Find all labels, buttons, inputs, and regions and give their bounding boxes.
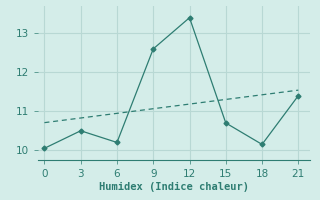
X-axis label: Humidex (Indice chaleur): Humidex (Indice chaleur) bbox=[100, 182, 249, 192]
